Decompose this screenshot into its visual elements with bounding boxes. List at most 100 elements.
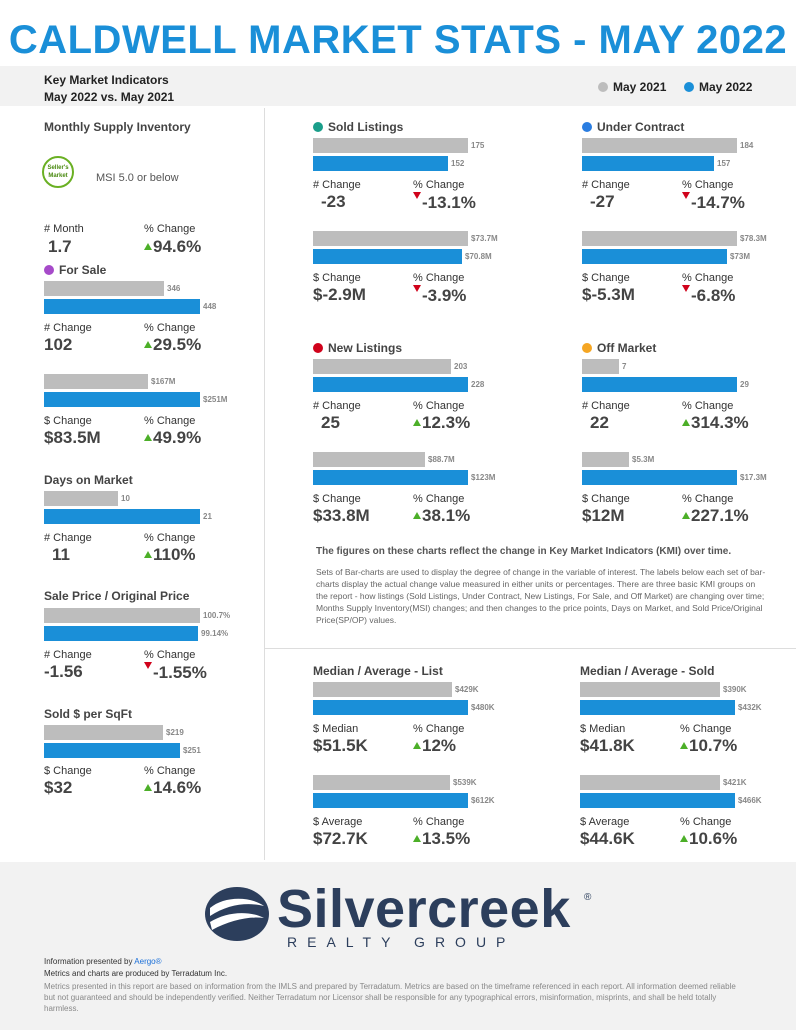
spop-label-2022: 99.14% <box>201 629 229 638</box>
for-sale-count-label-2022: 448 <box>203 302 217 311</box>
up-arrow-icon <box>680 742 688 749</box>
dom-pct-value: 110% <box>144 545 196 565</box>
sold-price-median-pct-value: 10.7% <box>680 736 737 756</box>
up-arrow-icon <box>144 551 152 558</box>
under-contract-count-bar-2022 <box>582 156 714 171</box>
sold-price-median-pct-label: % Change <box>680 723 732 735</box>
list-price-average-bar-2022 <box>313 793 468 808</box>
under-contract-count-bar-2021 <box>582 138 737 153</box>
column-divider <box>264 108 265 860</box>
sold-count-label-2021: 175 <box>471 141 485 150</box>
sold-title: Sold Listings <box>313 120 403 134</box>
off-market-dollar-pct-value: 227.1% <box>682 506 749 526</box>
up-arrow-icon <box>144 784 152 791</box>
footer-presented: Information presented by Aergo® <box>44 957 162 966</box>
sold-price-average-bar-2021 <box>580 775 720 790</box>
list-price-average-label-2021: $539K <box>453 778 477 787</box>
sold-price-average-change-value: $44.6K <box>580 829 635 848</box>
up-arrow-icon <box>413 419 421 426</box>
spop-change-value: -1.56 <box>44 662 83 681</box>
new-listings-title-text: New Listings <box>328 341 403 355</box>
list-price-title: Median / Average - List <box>313 664 443 678</box>
for-sale-count-pct-label: % Change <box>144 322 196 334</box>
sold-dollar-pct-value: -3.9% <box>413 285 466 306</box>
dom-label-2021: 10 <box>121 494 130 503</box>
list-price-median-label-2022: $480K <box>471 703 495 712</box>
under-contract-title: Under Contract <box>582 120 684 134</box>
under-contract-dollar-label-2022: $73M <box>730 252 751 261</box>
spop-bar-2022 <box>44 626 198 641</box>
new-listings-title: New Listings <box>313 341 402 355</box>
up-arrow-icon <box>144 243 152 250</box>
msi-month-label: # Month <box>44 223 84 235</box>
msi-pct-value: 94.6% <box>144 237 201 257</box>
notes-body: Sets of Bar-charts are used to display t… <box>316 567 766 625</box>
down-arrow-icon <box>144 662 152 669</box>
list-price-median-change-label: $ Median <box>313 723 359 735</box>
for-sale-dollar-pct-value: 49.9% <box>144 428 201 448</box>
off-market-dollar-pct-label: % Change <box>682 493 734 505</box>
list-price-median-bar-2022 <box>313 700 468 715</box>
sellers-market-badge-icon: Seller's Market <box>42 156 74 188</box>
sqft-bar-2021 <box>44 725 163 740</box>
for-sale-title: For Sale <box>44 263 106 277</box>
new-listings-count-label-2021: 203 <box>454 362 468 371</box>
new-listings-count-change-value: 25 <box>321 413 340 432</box>
list-price-average-pct-value: 13.5% <box>413 829 470 849</box>
under-contract-dollar-change-value: $-5.3M <box>582 285 635 304</box>
list-price-median-label-2021: $429K <box>455 685 479 694</box>
sqft-label-2022: $251 <box>183 746 201 755</box>
sqft-label-2021: $219 <box>166 728 184 737</box>
legend-dot-2021 <box>598 82 608 92</box>
under-contract-count-change-label: # Change <box>582 179 630 191</box>
under-contract-count-change-value: -27 <box>590 192 615 211</box>
for-sale-count-bar-2022 <box>44 299 200 314</box>
header-band <box>0 66 796 106</box>
for-sale-count-label-2021: 346 <box>167 284 181 293</box>
list-price-average-change-value: $72.7K <box>313 829 368 848</box>
off-market-count-pct-label: % Change <box>682 400 734 412</box>
dom-pct-label: % Change <box>144 532 196 544</box>
up-arrow-icon <box>682 512 690 519</box>
for-sale-dollar-label-2022: $251M <box>203 395 228 404</box>
sold-price-average-label-2021: $421K <box>723 778 747 787</box>
sold-title-text: Sold Listings <box>328 120 404 134</box>
new-listings-count-label-2022: 228 <box>471 380 485 389</box>
off-market-dollar-change-value: $12M <box>582 506 625 525</box>
logo-registered: ® <box>584 892 592 903</box>
up-arrow-icon <box>413 742 421 749</box>
footer-disclaimer: Metrics presented in this report are bas… <box>44 982 736 1013</box>
new-listings-dot-icon <box>313 343 323 353</box>
off-market-count-change-label: # Change <box>582 400 630 412</box>
up-arrow-icon <box>413 512 421 519</box>
for-sale-title-text: For Sale <box>59 263 107 277</box>
msi-title: Monthly Supply Inventory <box>44 120 191 134</box>
sold-count-change-value: -23 <box>321 192 346 211</box>
sold-count-label-2022: 152 <box>451 159 465 168</box>
sold-price-median-bar-2022 <box>580 700 735 715</box>
dom-change-label: # Change <box>44 532 92 544</box>
for-sale-dot-icon <box>44 265 54 275</box>
for-sale-count-pct-value: 29.5% <box>144 335 201 355</box>
sold-dollar-label-2021: $73.7M <box>471 234 498 243</box>
off-market-count-change-value: 22 <box>590 413 609 432</box>
off-market-title-text: Off Market <box>597 341 657 355</box>
off-market-count-label-2021: 7 <box>622 362 627 371</box>
legend-label-2022: May 2022 <box>699 80 753 94</box>
down-arrow-icon <box>413 285 421 292</box>
sold-price-median-label-2021: $390K <box>723 685 747 694</box>
new-listings-dollar-change-value: $33.8M <box>313 506 370 525</box>
for-sale-dollar-pct-label: % Change <box>144 415 196 427</box>
under-contract-dollar-bar-2022 <box>582 249 727 264</box>
spop-bar-2021 <box>44 608 200 623</box>
sold-price-average-pct-value: 10.6% <box>680 829 737 849</box>
dom-change-value: 11 <box>52 545 70 564</box>
sold-price-title: Median / Average - Sold <box>580 664 714 678</box>
for-sale-dollar-bar-2022 <box>44 392 200 407</box>
aergo-link[interactable]: Aergo® <box>134 957 162 966</box>
spop-pct-value: -1.55% <box>144 662 207 683</box>
off-market-count-pct-value: 314.3% <box>682 413 749 433</box>
new-listings-count-change-label: # Change <box>313 400 361 412</box>
footer-producer: Metrics and charts are produced by Terra… <box>44 969 228 978</box>
new-listings-count-pct-value: 12.3% <box>413 413 470 433</box>
